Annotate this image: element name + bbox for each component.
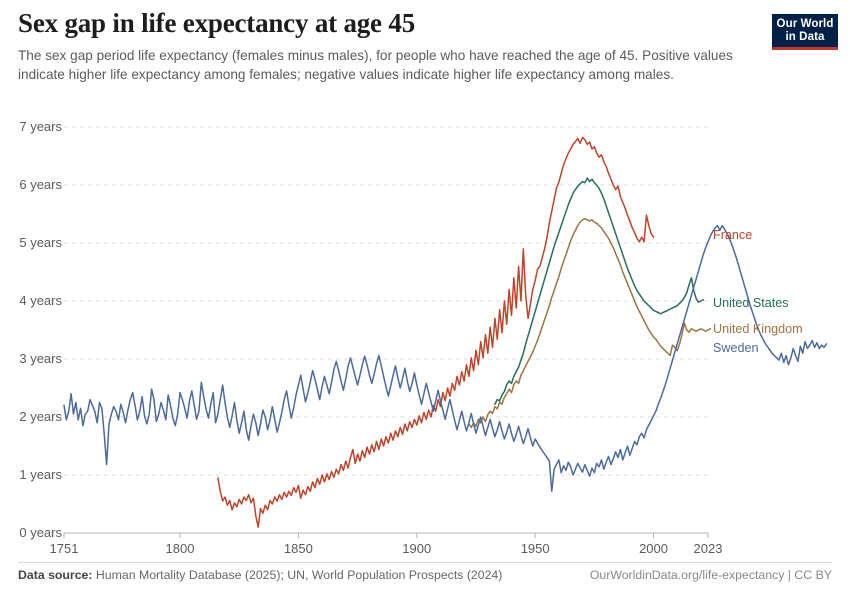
owid-logo[interactable]: Our World in Data (772, 14, 838, 50)
x-axis-tick-label: 1900 (402, 541, 432, 556)
license-note[interactable]: OurWorldinData.org/life-expectancy | CC … (589, 568, 832, 582)
axis-lines (63, 532, 709, 538)
gridlines (64, 126, 708, 476)
series-line-united-states[interactable] (494, 177, 705, 405)
x-axis-tick-label: 1800 (165, 541, 195, 556)
y-axis-tick-label: 5 years (19, 235, 62, 250)
x-axis-tick-label: 1950 (520, 541, 550, 556)
y-axis-tick-label: 2 years (19, 409, 62, 424)
data-source-note: Data source: Human Mortality Database (2… (18, 568, 502, 582)
owid-logo-line1: Our World (776, 18, 834, 30)
chart-subtitle: The sex gap period life expectancy (fema… (18, 48, 733, 83)
y-axis-tick-label: 1 years (19, 467, 62, 482)
series-line-france[interactable] (217, 136, 655, 528)
data-source-text: Human Mortality Database (2025); UN, Wor… (95, 568, 503, 582)
y-axis-tick-label: 6 years (19, 177, 62, 192)
chart-header: Sex gap in life expectancy at age 45 The… (18, 8, 748, 85)
y-axis-tick-label: 7 years (19, 119, 62, 134)
x-axis-tick-label: 1751 (49, 541, 79, 556)
footer-divider (18, 562, 832, 563)
x-axis-tick-label: 1850 (283, 541, 313, 556)
series-line-united-kingdom[interactable] (468, 217, 712, 429)
x-axis-tick-label: 2000 (639, 541, 668, 556)
series-line-sweden[interactable] (63, 224, 828, 492)
series-label-france[interactable]: France (713, 228, 753, 242)
owid-logo-line2: in Data (785, 30, 825, 43)
data-source-label: Data source: (18, 568, 93, 582)
series-label-united-kingdom[interactable]: United Kingdom (713, 322, 803, 336)
series-label-united-states[interactable]: United States (713, 296, 789, 310)
x-axis-tick-label: 2023 (693, 541, 723, 556)
y-axis-tick-label: 3 years (19, 351, 62, 366)
y-axis-tick-label: 0 years (19, 525, 62, 540)
chart-footer: Data source: Human Mortality Database (2… (18, 568, 832, 588)
series-label-sweden[interactable]: Sweden (713, 341, 759, 355)
page-title: Sex gap in life expectancy at age 45 (18, 8, 415, 38)
y-axis-tick-label: 4 years (19, 293, 62, 308)
